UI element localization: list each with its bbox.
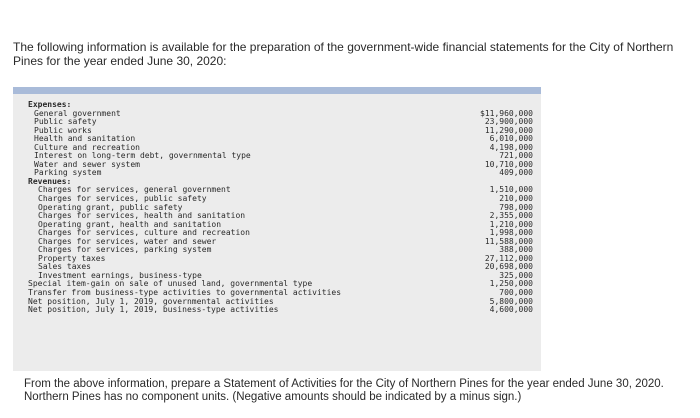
expense-label: Public safety xyxy=(34,117,97,127)
revenue-amount: 1,510,000 xyxy=(489,185,533,195)
revenue-amount: 1,998,000 xyxy=(489,228,533,238)
expense-label: Culture and recreation xyxy=(34,142,140,152)
expense-label: Public works xyxy=(34,125,92,135)
other-item-label: Transfer from business-type activities t… xyxy=(28,288,342,298)
table-header-bar xyxy=(13,87,541,94)
revenue-label: Charges for services, culture and recrea… xyxy=(38,228,250,238)
instructions-line-1: From the above information, prepare a St… xyxy=(24,378,664,390)
financial-data-table: Expenses: General government Public safe… xyxy=(13,94,541,371)
revenue-label: Charges for services, water and sewer xyxy=(38,236,217,246)
expense-amount: 409,000 xyxy=(499,168,533,178)
expense-label: Water and sewer system xyxy=(34,159,140,169)
revenue-amount: 11,588,000 xyxy=(484,236,533,246)
expense-amount: 10,710,000 xyxy=(484,159,533,169)
revenues-header: Revenues: xyxy=(28,176,72,186)
revenue-amount: 325,000 xyxy=(499,270,533,280)
expense-amount: 4,198,000 xyxy=(489,142,533,152)
other-item-amount: 1,250,000 xyxy=(489,279,533,289)
amount-column: $11,960,000 23,900,000 11,290,000 6,010,… xyxy=(423,101,533,315)
other-item-amount: 700,000 xyxy=(499,288,533,298)
revenue-label: Charges for services, public safety xyxy=(38,194,207,204)
other-item-amount: 5,800,000 xyxy=(489,296,533,306)
instructions-text: From the above information, prepare a St… xyxy=(24,378,694,403)
revenue-amount: 388,000 xyxy=(499,245,533,255)
revenue-amount: 798,000 xyxy=(499,202,533,212)
expense-amount: $11,960,000 xyxy=(480,108,533,118)
revenue-amount: 210,000 xyxy=(499,194,533,204)
expense-amount: 721,000 xyxy=(499,151,533,161)
other-item-amount: 4,600,000 xyxy=(489,305,533,315)
revenue-label: Investment earnings, business-type xyxy=(38,270,202,280)
other-item-label: Special item-gain on sale of unused land… xyxy=(28,279,313,289)
revenue-amount: 20,698,000 xyxy=(484,262,533,272)
expenses-header: Expenses: xyxy=(28,100,72,109)
revenue-amount: 2,355,000 xyxy=(489,211,533,221)
revenue-label: Charges for services, parking system xyxy=(38,245,212,255)
other-item-label: Net position, July 1, 2019, business-typ… xyxy=(28,305,279,315)
expense-amount: 23,900,000 xyxy=(484,117,533,127)
intro-text: The following information is available f… xyxy=(13,40,674,68)
revenue-amount: 1,210,000 xyxy=(489,219,533,229)
expense-label: Health and sanitation xyxy=(34,134,136,144)
expense-label: Interest on long-term debt, governmental… xyxy=(34,151,251,161)
revenue-label: Operating grant, health and sanitation xyxy=(38,219,222,229)
revenue-label: Operating grant, public safety xyxy=(38,202,183,212)
expense-label: General government xyxy=(34,108,121,118)
revenue-amount: 27,112,000 xyxy=(484,253,533,263)
expense-amount: 11,290,000 xyxy=(484,125,533,135)
revenue-label: Charges for services, general government xyxy=(38,185,231,195)
expense-amount: 6,010,000 xyxy=(489,134,533,144)
other-item-label: Net position, July 1, 2019, governmental… xyxy=(28,296,274,306)
expense-label: Parking system xyxy=(34,168,102,178)
instructions-line-2: Northern Pines has no component units. (… xyxy=(24,390,522,403)
revenue-label: Charges for services, health and sanitat… xyxy=(38,211,246,221)
label-column: Expenses: General government Public safe… xyxy=(28,100,468,315)
revenue-label: Sales taxes xyxy=(38,262,91,272)
revenue-label: Property taxes xyxy=(38,253,106,263)
